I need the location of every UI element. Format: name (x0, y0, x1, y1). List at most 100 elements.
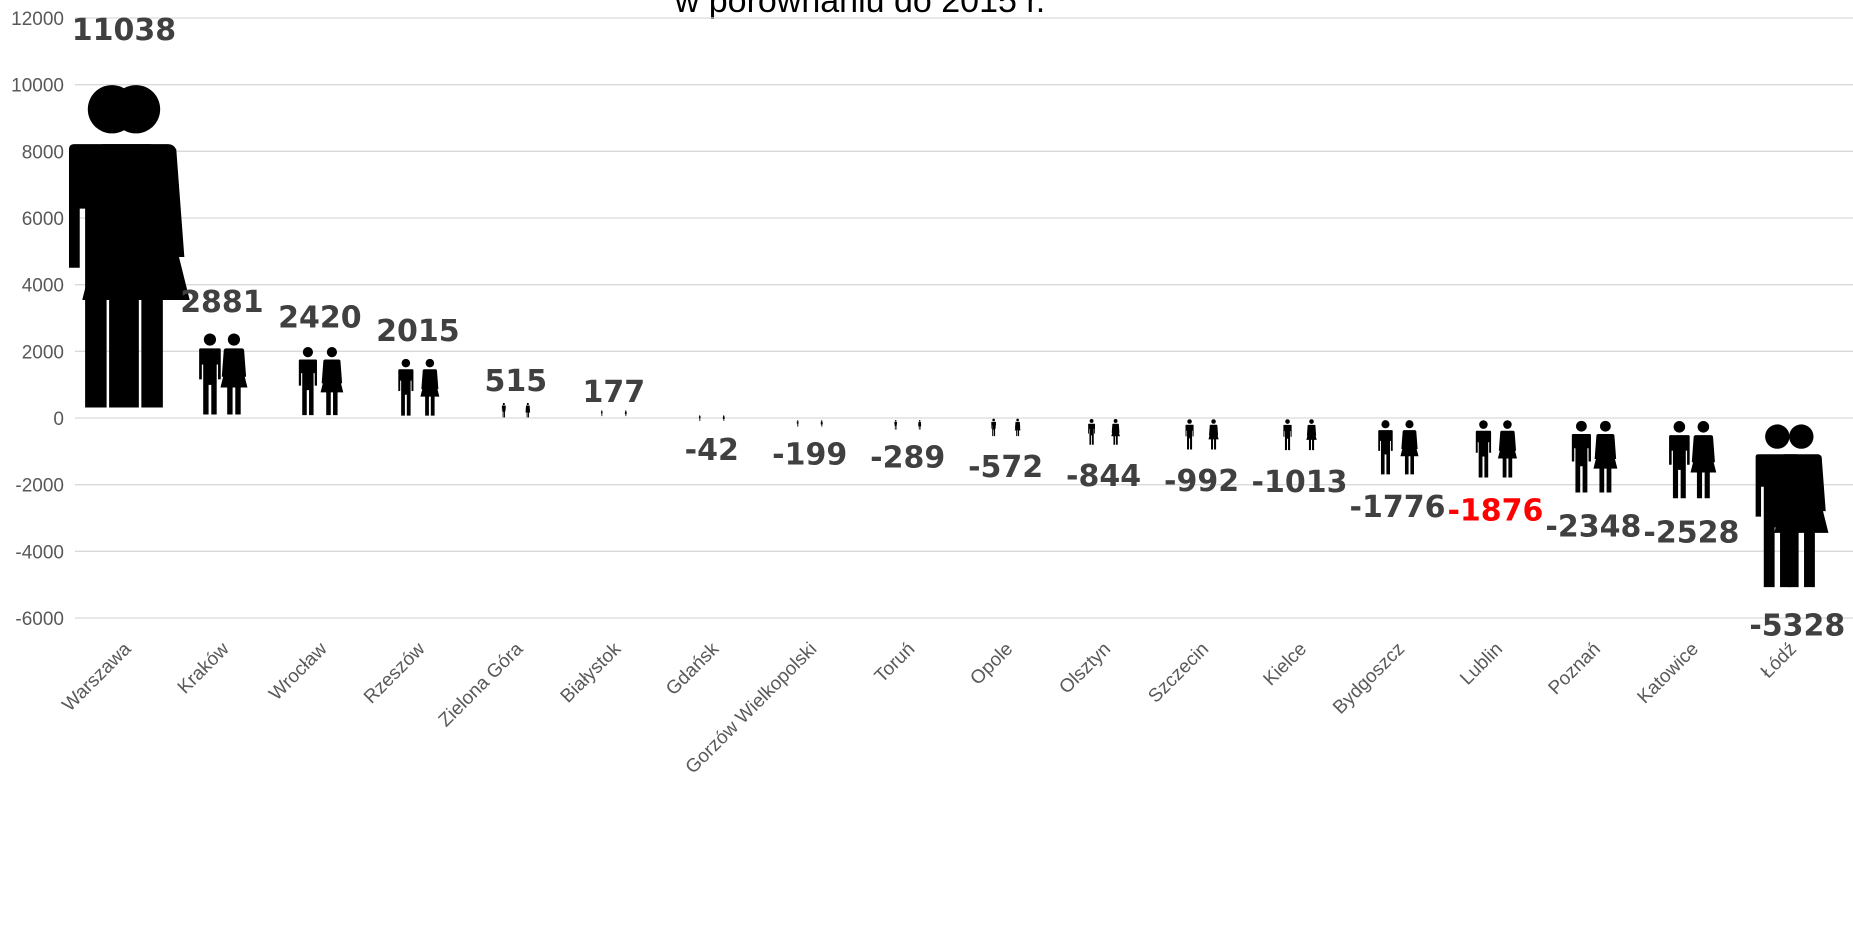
x-tick-label: Olsztyn (1055, 639, 1115, 699)
data-label: -199 (772, 438, 847, 473)
woman-icon (1593, 420, 1618, 493)
man-icon (398, 358, 414, 416)
data-label: 2015 (376, 314, 460, 349)
woman-icon (918, 420, 922, 430)
bar-mark (796, 420, 823, 427)
y-tick-label: 10000 (11, 76, 64, 97)
data-labels: 11038 2881 2420 2015 515 177 -42 -199 -289 -572 -8… (72, 13, 1846, 644)
woman-icon (1014, 418, 1021, 437)
data-label: 515 (485, 364, 548, 399)
data-label: -42 (685, 433, 739, 468)
data-label: -1776 (1350, 490, 1446, 525)
man-icon (600, 410, 603, 417)
woman-icon (220, 333, 248, 415)
woman-icon (1306, 419, 1317, 451)
bar-mark (1571, 420, 1618, 493)
y-axis-ticks: 12000 10000 8000 6000 4000 2000 0 -2000 -4000 -60… (11, 9, 64, 630)
woman-icon (82, 85, 190, 408)
bar-mark (894, 420, 922, 430)
chart-title: w porównaniu do 2015 r. (674, 0, 1045, 20)
man-icon (991, 418, 996, 437)
x-tick-label: Toruń (871, 639, 919, 687)
data-label: -2528 (1643, 515, 1739, 550)
y-tick-label: 2000 (22, 342, 64, 363)
woman-icon (420, 358, 440, 416)
woman-icon (525, 402, 531, 418)
data-label: 11038 (72, 13, 176, 48)
y-tick-label: -6000 (15, 609, 64, 630)
data-label: 2420 (278, 300, 362, 335)
bar-mark (600, 410, 627, 417)
man-icon (698, 415, 701, 421)
bar-mark (501, 402, 531, 418)
x-tick-label: Wrocław (265, 638, 331, 704)
x-tick-label: Opole (966, 639, 1017, 690)
woman-icon (1208, 419, 1219, 450)
man-icon (1571, 420, 1591, 493)
bar-mark (298, 347, 344, 416)
y-tick-label: 8000 (22, 142, 64, 163)
x-tick-label: Katowice (1634, 639, 1703, 708)
woman-icon (1111, 419, 1120, 445)
x-tick-label: Kielce (1260, 639, 1311, 690)
y-tick-label: 0 (53, 409, 64, 430)
woman-icon (624, 410, 627, 417)
x-tick-label: Rzeszów (360, 638, 430, 708)
gridlines (75, 17, 1853, 619)
data-label: -289 (870, 441, 945, 476)
x-tick-label: Białystok (557, 638, 626, 707)
x-tick-label: Łódź (1757, 639, 1801, 683)
data-label: -992 (1164, 464, 1239, 499)
x-tick-label: Kraków (174, 638, 234, 698)
man-icon (894, 420, 897, 430)
bar-mark (1185, 419, 1219, 450)
woman-icon (820, 420, 823, 427)
woman-icon (320, 347, 344, 416)
bar-mark (1669, 421, 1717, 499)
x-tick-label: Warszawa (58, 638, 135, 715)
bar-mark (991, 418, 1021, 437)
bar-mark (199, 333, 248, 415)
woman-icon (722, 415, 725, 421)
x-tick-label: Poznań (1545, 639, 1605, 699)
data-label: -5328 (1749, 609, 1845, 644)
man-icon (298, 347, 317, 416)
data-label: -1876 (1447, 494, 1543, 529)
x-axis-categories: Warszawa Kraków Wrocław Rzeszów Zielona Góra… (58, 638, 1800, 778)
bar-mark (398, 358, 440, 416)
data-label: 177 (582, 375, 645, 410)
man-icon (796, 420, 799, 427)
woman-icon (1400, 420, 1419, 475)
bar-mark (1088, 419, 1120, 445)
data-label: 2881 (180, 285, 264, 320)
data-label: -1013 (1252, 465, 1348, 500)
bar-mark (698, 415, 725, 421)
x-tick-label: Lublin (1456, 639, 1507, 690)
man-icon (1088, 419, 1096, 445)
data-label: -2348 (1545, 509, 1641, 544)
bar-mark (1755, 424, 1829, 588)
x-tick-label: Bydgoszcz (1329, 639, 1409, 719)
y-tick-label: -4000 (15, 542, 64, 563)
x-tick-label: Gdańsk (662, 638, 724, 700)
bar-mark (1475, 420, 1517, 478)
man-icon (501, 402, 506, 418)
man-icon (1475, 420, 1492, 478)
man-icon (1185, 419, 1194, 450)
x-tick-label: Zielona Góra (435, 638, 528, 731)
y-tick-label: 12000 (11, 9, 64, 30)
woman-icon (1774, 424, 1829, 588)
man-icon (1669, 421, 1690, 499)
man-icon (199, 333, 221, 415)
woman-icon (1497, 420, 1517, 478)
y-tick-label: 4000 (22, 276, 64, 297)
data-label: -844 (1066, 459, 1141, 494)
y-tick-label: 6000 (22, 209, 64, 230)
bar-mark (1283, 419, 1317, 451)
woman-icon (1690, 421, 1717, 499)
data-label: -572 (968, 450, 1043, 485)
x-tick-label: Szczecin (1144, 639, 1213, 708)
man-icon (1378, 420, 1393, 475)
y-tick-label: -2000 (15, 476, 64, 497)
